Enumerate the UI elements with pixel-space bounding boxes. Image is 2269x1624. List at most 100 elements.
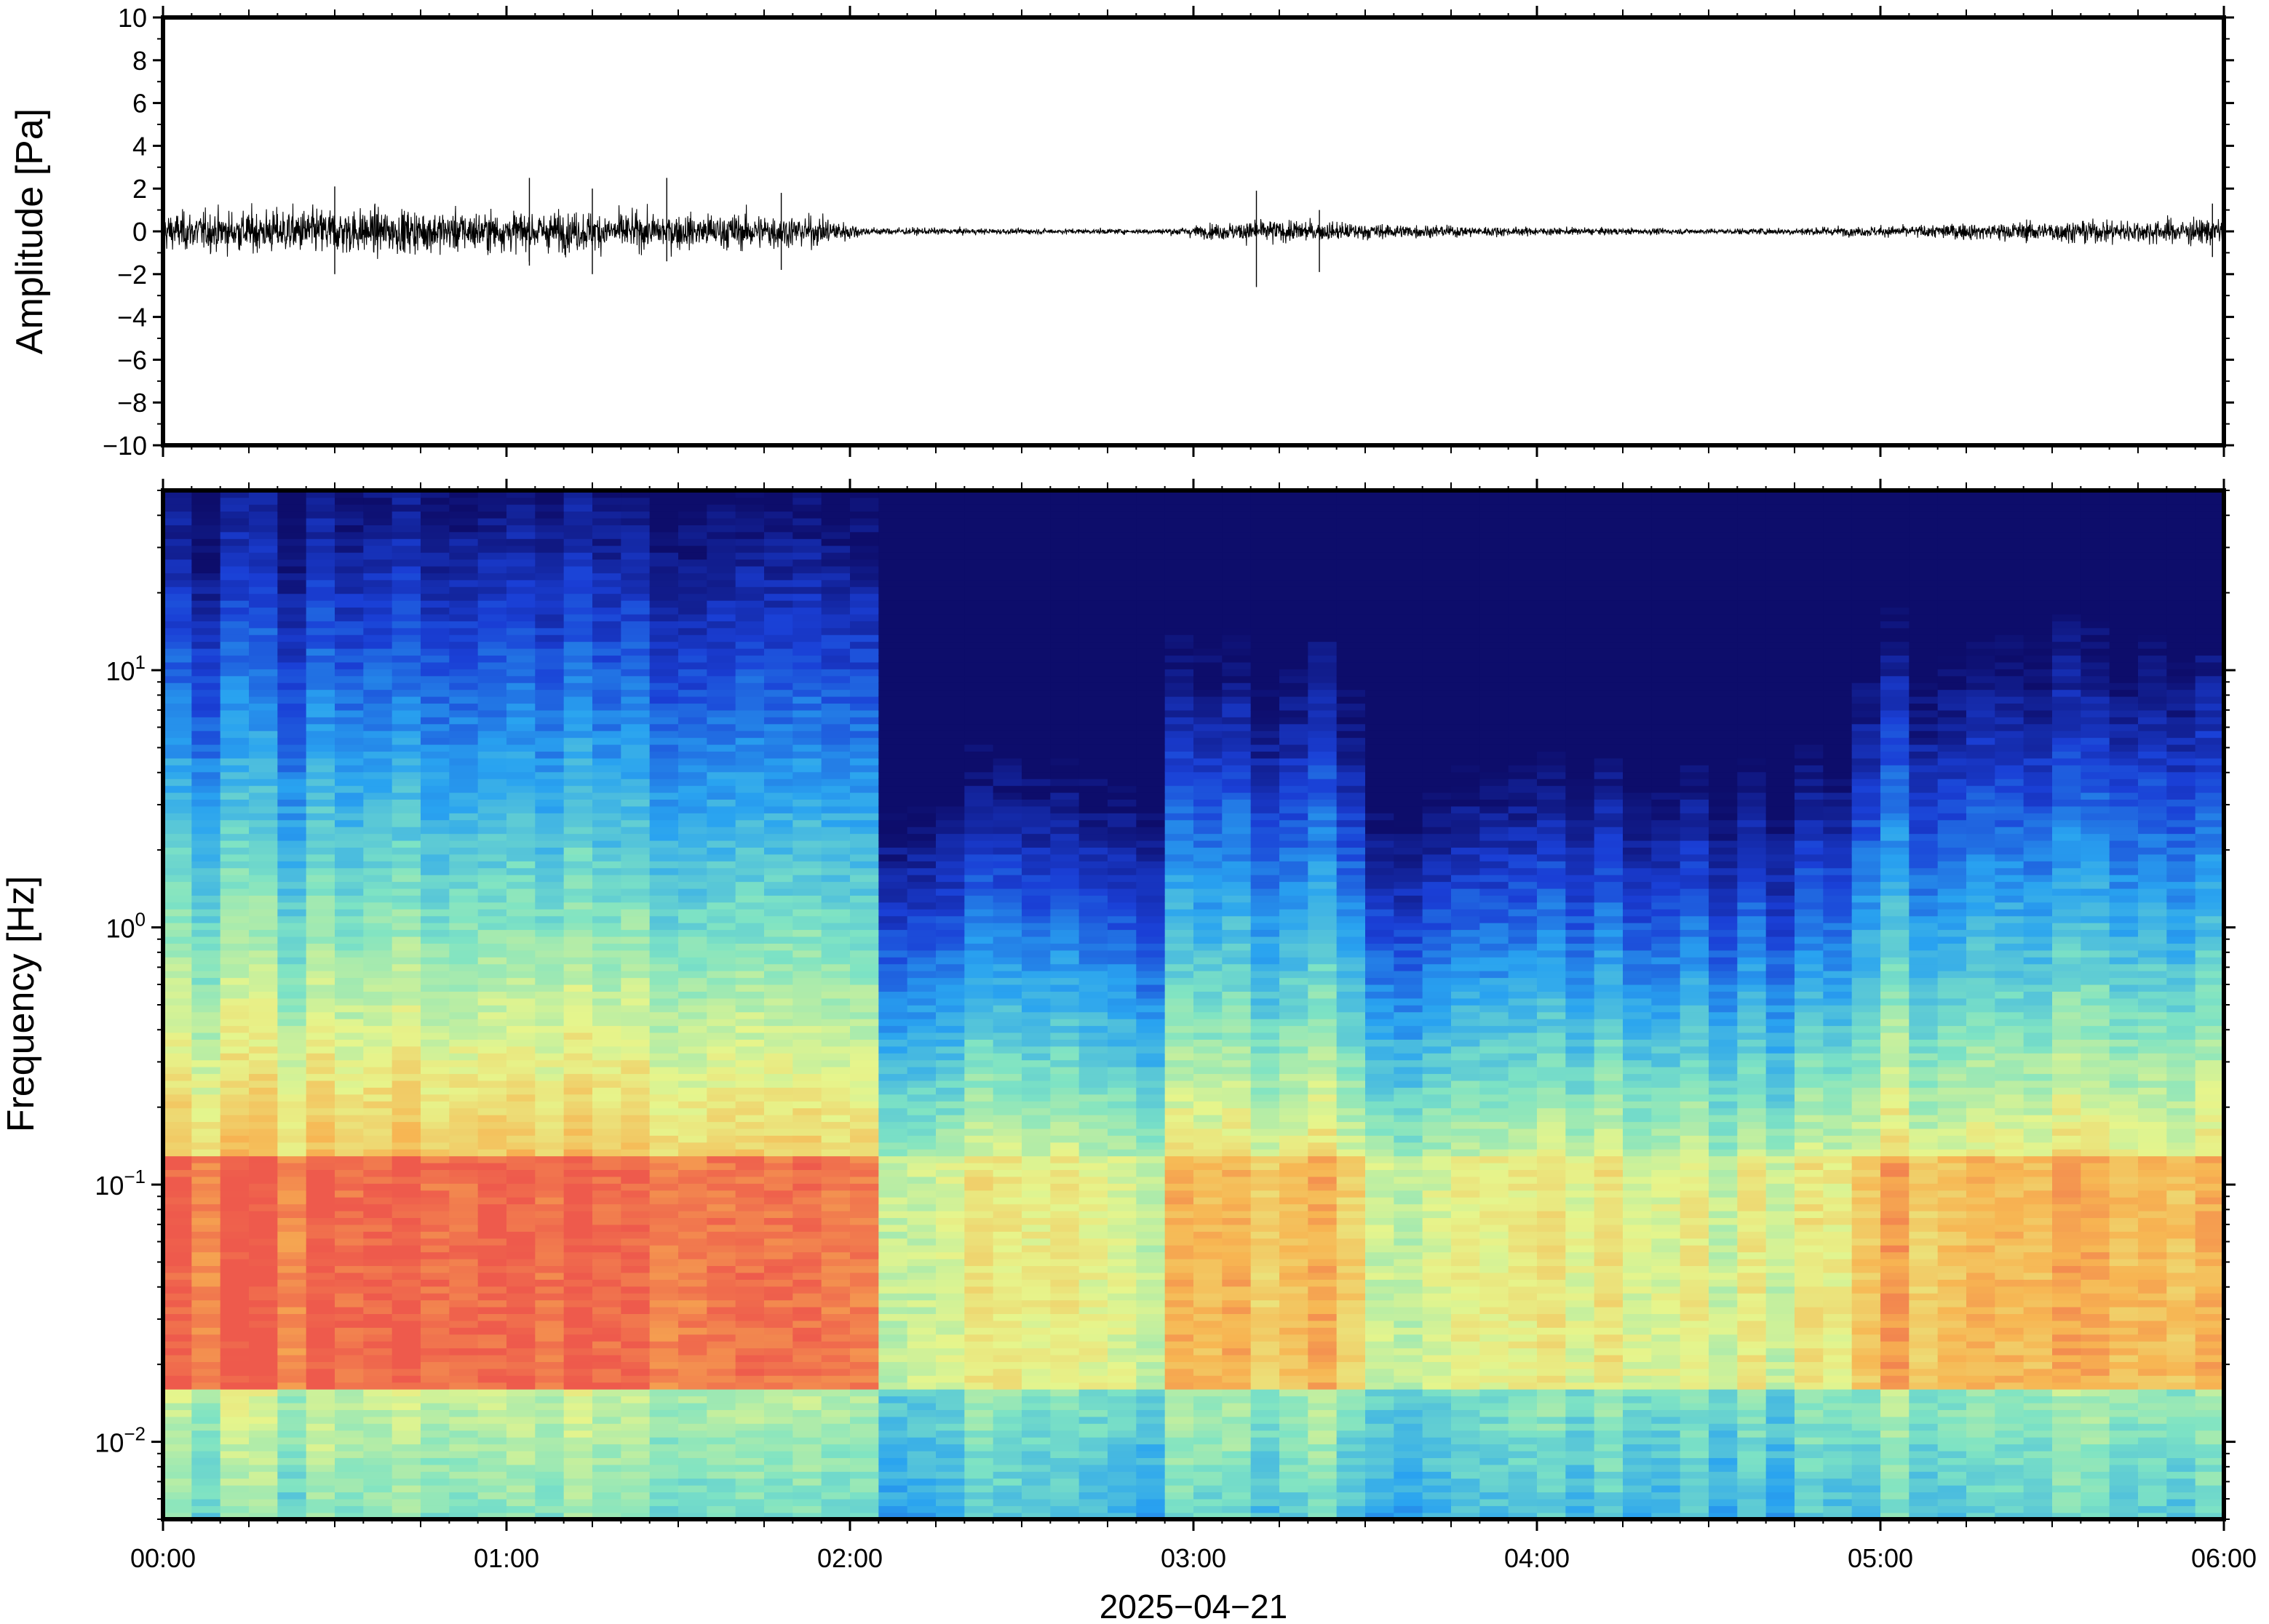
spectrogram-cell [392,1135,421,1143]
spectrogram-cell [563,497,593,505]
spectrogram-cell [764,497,794,505]
spectrogram-cell [1050,1464,1080,1472]
spectrogram-cell [506,895,536,903]
spectrogram-cell [850,1176,880,1184]
spectrogram-cell [821,717,851,725]
spectrogram-cell [649,1052,679,1061]
spectrogram-cell [506,1224,536,1232]
spectrogram-cell [735,1402,765,1410]
spectrogram-cell [220,1409,250,1417]
spectrogram-cell [907,531,937,539]
spectrogram-cell [792,1512,822,1519]
spectrogram-cell [936,1512,966,1519]
spectrogram-cell [1050,874,1080,883]
spectrogram-cell [363,613,393,621]
spectrogram-cell [563,517,593,525]
spectrogram-cell [163,1444,193,1452]
spectrogram-cell [163,1231,193,1239]
spectrogram-cell [335,1128,365,1136]
spectrogram-cell [936,1368,966,1376]
spectrogram-cell [477,648,507,656]
spectrogram-cell [363,1375,393,1383]
spectrogram-cell [964,1382,994,1390]
spectrogram-cell [735,1444,765,1452]
spectrogram-cell [277,641,307,649]
spectrogram-cell [678,1388,708,1397]
spectrogram-cell [936,1251,966,1259]
spectrogram-cell [993,1334,1022,1342]
spectrogram-cell [535,669,565,677]
spectrogram-cell [335,1224,365,1232]
spectrogram-cell [592,909,622,917]
spectrogram-cell [506,1258,536,1267]
spectrogram-cell [792,792,822,800]
spectrogram-cell [964,874,994,883]
spectrogram-cell [907,1258,937,1267]
spectrogram-cell [821,751,851,759]
spectrogram-cell [993,675,1022,683]
spectrogram-cell [163,963,193,971]
spectrogram-cell [764,1135,794,1143]
spectrogram-cell [878,901,908,909]
spectrogram-cell [249,840,279,848]
spectrogram-cell [506,1059,536,1067]
spectrogram-cell [421,1059,450,1067]
spectrogram-cell [421,675,450,683]
spectrogram-cell [792,579,822,587]
spectrogram-cell [907,1155,937,1163]
spectrogram-cell [277,1121,307,1129]
spectrogram-cell [821,1265,851,1273]
spectrogram-cell [649,552,679,560]
spectrogram-cell [907,963,937,971]
spectrogram-cell [535,1059,565,1067]
spectrogram-cell [335,497,365,505]
spectrogram-cell [1022,1471,1052,1479]
spectrogram-cell [907,957,937,965]
spectrogram-cell [220,1052,250,1061]
spectrogram-cell [220,785,250,793]
spectrogram-cell [735,909,765,917]
spectrogram-cell [335,840,365,848]
spectrogram-cell [421,621,450,629]
spectrogram-cell [707,648,736,656]
spectrogram-cell [764,853,794,861]
spectrogram-cell [1022,1512,1052,1519]
spectrogram-cell [707,1025,736,1033]
spectrogram-cell [964,1087,994,1095]
spectrogram-cell [1022,867,1052,875]
spectrogram-cell [191,895,221,903]
spectrogram-cell [449,1231,479,1239]
spectrogram-cell [707,1402,736,1410]
spectrogram-cell [792,1272,822,1280]
spectrogram-cell [735,1210,765,1219]
spectrogram-cell [421,1121,450,1129]
spectrogram-cell [878,1299,908,1307]
spectrogram-cell [277,1005,307,1013]
spectrogram-cell [449,1258,479,1267]
spectrogram-cell [277,1361,307,1369]
spectrogram-cell [449,1484,479,1493]
spectrogram-cell [649,1327,679,1335]
spectrogram-cell [707,915,736,923]
spectrogram-cell [277,1231,307,1239]
spectrogram-cell [735,1340,765,1349]
spectrogram-cell [878,929,908,937]
spectrogram-cell [449,1450,479,1458]
spectrogram-cell [707,861,736,869]
spectrogram-cell [678,1492,708,1500]
spectrogram-cell [993,805,1022,813]
spectrogram-cell [592,517,622,525]
spectrogram-cell [363,600,393,608]
spectrogram-cell [707,703,736,711]
spectrogram-cell [392,991,421,999]
spectrogram-cell [306,929,335,937]
spectrogram-cell [907,717,937,725]
spectrogram-cell [277,1430,307,1438]
spectrogram-cell [649,634,679,642]
spectrogram-cell [249,1512,279,1519]
spectrogram-cell [220,1135,250,1143]
spectrogram-cell [878,627,908,635]
spectrogram-cell [392,1142,421,1150]
spectrogram-cell [563,1492,593,1500]
spectrogram-cell [936,991,966,999]
